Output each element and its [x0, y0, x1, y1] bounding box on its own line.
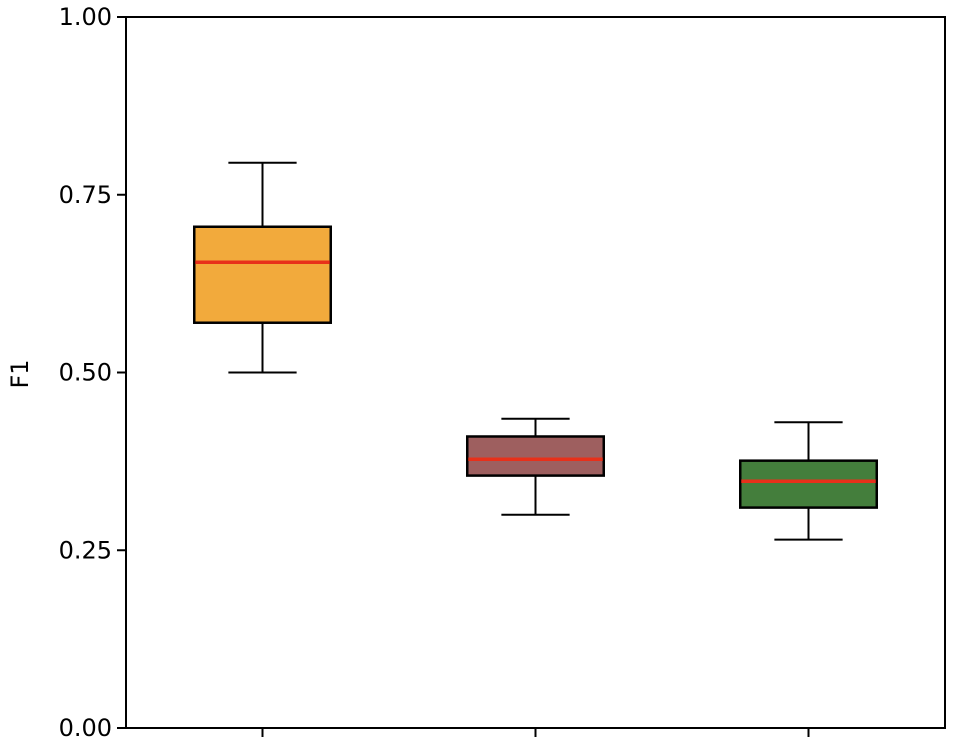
y-tick-label: 0.50	[59, 359, 112, 387]
y-axis-label: F1	[6, 359, 34, 388]
boxes-layer	[193, 161, 878, 541]
plot-frame	[125, 16, 946, 729]
iqr-box	[466, 435, 605, 477]
iqr-box	[193, 225, 332, 324]
box-group-2	[466, 417, 605, 516]
y-tick-label: 0.25	[59, 536, 112, 564]
box-group-3	[739, 421, 878, 541]
x-axis	[261, 728, 810, 737]
y-tick-label: 0.00	[59, 714, 112, 742]
iqr-box	[739, 459, 878, 509]
y-tick-label: 0.75	[59, 181, 112, 209]
y-axis: 0.00 0.25 0.50 0.75 1.00	[59, 3, 126, 742]
box-group-1	[193, 161, 332, 374]
y-tick-label: 1.00	[59, 3, 112, 31]
